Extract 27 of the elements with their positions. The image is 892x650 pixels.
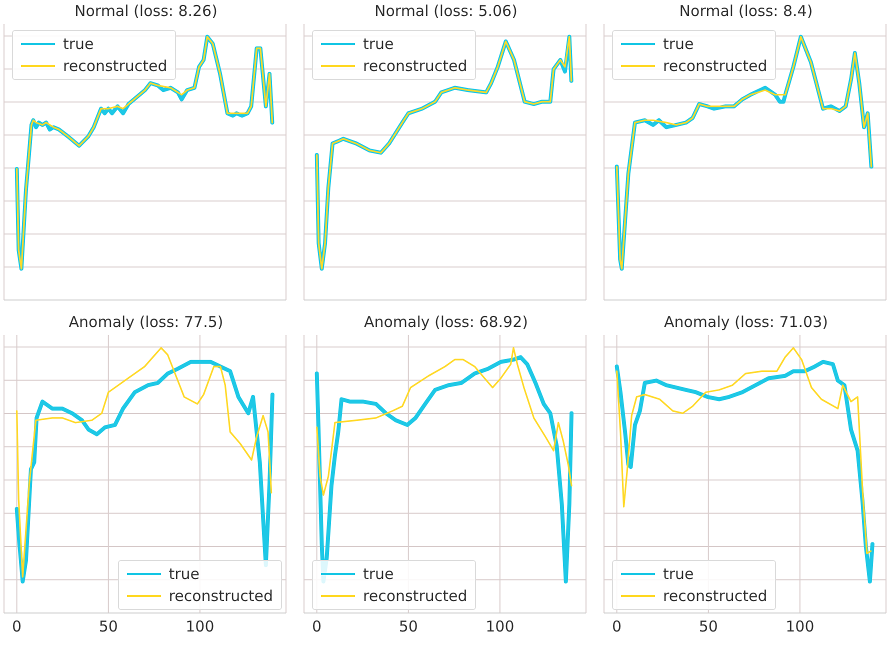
legend-label: reconstructed: [63, 57, 168, 75]
x-tick-label: 50: [98, 618, 118, 636]
legend-label: reconstructed: [363, 587, 468, 605]
chart-title: Normal (loss: 8.4): [678, 1, 814, 22]
legend-label: true: [663, 35, 694, 53]
x-tick-label: 0: [12, 618, 22, 636]
legend-label: true: [363, 565, 394, 583]
legend-label: true: [663, 565, 694, 583]
x-tick-label: 100: [486, 618, 514, 636]
x-tick-label: 100: [186, 618, 214, 636]
chart-title: Normal (loss: 5.06): [374, 1, 518, 22]
chart-title: Anomaly (loss: 77.5): [68, 312, 224, 333]
x-tick-label: 0: [312, 618, 322, 636]
chart-title: Normal (loss: 8.26): [74, 1, 218, 22]
chart-title: Anomaly (loss: 71.03): [662, 312, 829, 333]
legend-label: true: [63, 35, 94, 53]
x-tick-label: 100: [786, 618, 814, 636]
legend-label: true: [168, 565, 200, 583]
x-tick-label: 0: [612, 618, 622, 636]
legend-label: reconstructed: [168, 587, 273, 605]
x-tick-label: 50: [398, 618, 418, 636]
legend-label: reconstructed: [363, 57, 468, 75]
legend-label: reconstructed: [663, 57, 768, 75]
x-tick-label: 50: [698, 618, 718, 636]
legend-label: reconstructed: [663, 587, 768, 605]
legend-label: true: [363, 35, 394, 53]
chart-title: Anomaly (loss: 68.92): [362, 312, 529, 333]
